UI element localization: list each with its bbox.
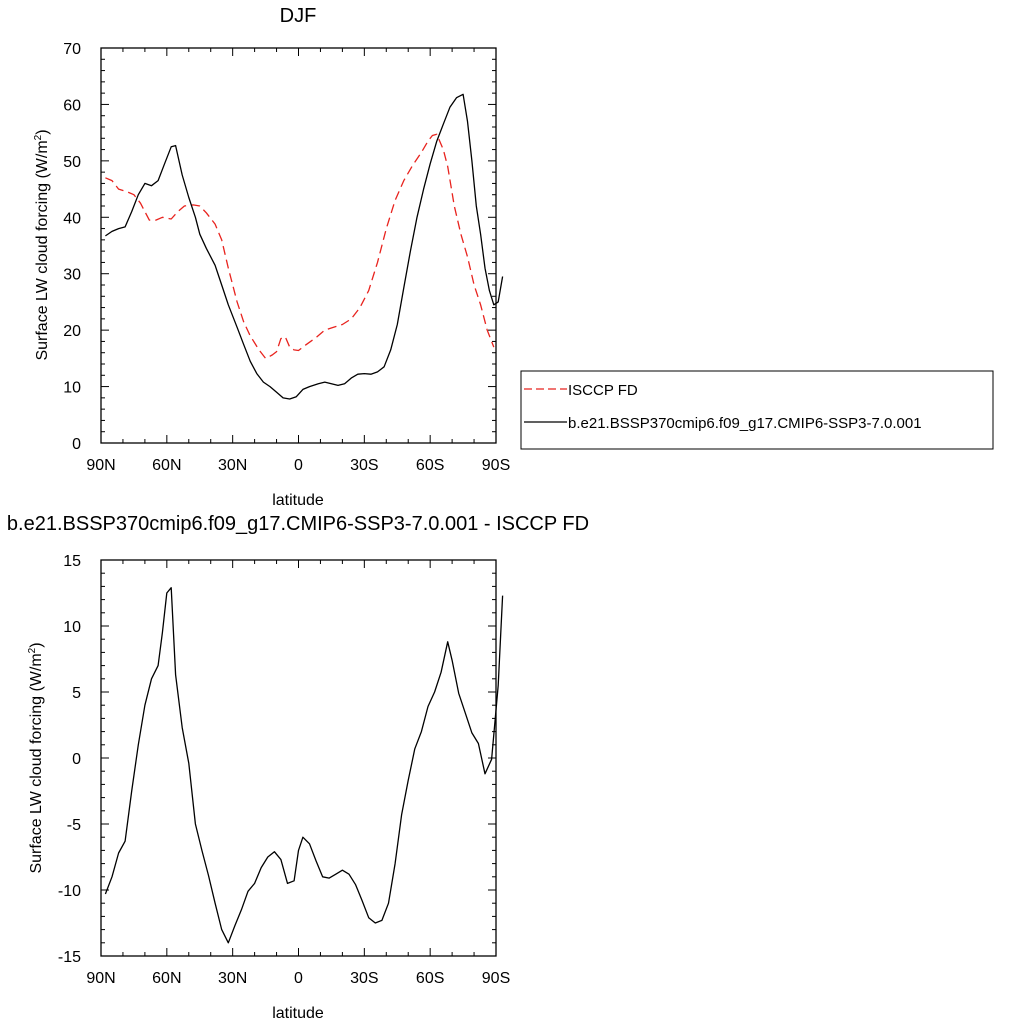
bottom-chart-title: b.e21.BSSP370cmip6.f09_g17.CMIP6-SSP3-7.… xyxy=(7,513,589,535)
bottom-y-tick-label: 15 xyxy=(63,553,81,570)
top-y-tick-label: 40 xyxy=(63,210,81,227)
top-series-line-0 xyxy=(105,133,495,360)
legend-box xyxy=(520,370,994,450)
legend-label-isccp-fd: ISCCP FD xyxy=(568,382,638,399)
bottom-y-tick-label: -10 xyxy=(58,883,81,900)
bottom-y-tick-label: 5 xyxy=(72,685,81,702)
bottom-x-tick-label: 60S xyxy=(416,970,444,987)
bottom-y-axis-label-superscript: 2 xyxy=(27,647,38,653)
top-x-tick-label: 0 xyxy=(294,457,303,474)
bottom-x-tick-label: 30N xyxy=(218,970,247,987)
top-y-tick-label: 30 xyxy=(63,267,81,284)
bottom-y-tick-label: -5 xyxy=(67,817,81,834)
bottom-y-axis-label-close: ) xyxy=(28,642,45,647)
bottom-axis-ticks: 90N 60N 30N 0 30S 60S 90S -15 -10 -5 0 5 10 15 xyxy=(58,553,510,987)
top-series-lines xyxy=(105,93,504,400)
top-y-axis-label: Surface LW cloud forcing (W/m2) xyxy=(33,129,51,360)
top-y-axis-label-close: ) xyxy=(34,129,51,134)
legend-label-model: b.e21.BSSP370cmip6.f09_g17.CMIP6-SSP3-7.… xyxy=(568,415,922,432)
top-y-axis-label-superscript: 2 xyxy=(33,134,44,140)
top-x-tick-label: 30S xyxy=(350,457,378,474)
bottom-y-tick-label: -15 xyxy=(58,949,81,966)
bottom-x-axis-label: latitude xyxy=(272,1005,324,1022)
bottom-series-line-0 xyxy=(104,587,504,944)
top-x-tick-label: 90S xyxy=(482,457,510,474)
bottom-y-tick-label: 10 xyxy=(63,619,81,636)
bottom-x-tick-label: 90S xyxy=(482,970,510,987)
top-chart-title: DJF xyxy=(280,5,317,27)
top-x-axis-label: latitude xyxy=(272,492,324,509)
top-y-tick-label: 70 xyxy=(63,41,81,58)
bottom-y-tick-label: 0 xyxy=(72,751,81,768)
bottom-series-lines xyxy=(104,587,504,944)
top-y-tick-label: 20 xyxy=(63,323,81,340)
top-y-tick-label: 0 xyxy=(72,436,81,453)
top-x-tick-label: 60S xyxy=(416,457,444,474)
bottom-x-tick-label: 90N xyxy=(86,970,115,987)
bottom-panel: b.e21.BSSP370cmip6.f09_g17.CMIP6-SSP3-7.… xyxy=(7,513,589,1022)
top-y-tick-label: 50 xyxy=(63,154,81,171)
top-series-line-1 xyxy=(105,93,504,400)
top-plot-frame xyxy=(100,47,497,444)
bottom-plot-frame xyxy=(100,559,497,957)
top-panel: DJF 90N 60N 30N 0 30S 60S 90S 0 10 20 30 40 50 60 70 l… xyxy=(33,5,510,509)
legend: ISCCP FD b.e21.BSSP370cmip6.f09_g17.CMIP… xyxy=(520,370,994,450)
top-x-tick-label: 90N xyxy=(86,457,115,474)
bottom-x-tick-label: 0 xyxy=(294,970,303,987)
bottom-y-axis-label-main: Surface LW cloud forcing (W/m xyxy=(28,653,45,873)
top-x-tick-label: 30N xyxy=(218,457,247,474)
top-y-tick-label: 10 xyxy=(63,380,81,397)
top-y-tick-label: 60 xyxy=(63,97,81,114)
top-axis-ticks: 90N 60N 30N 0 30S 60S 90S 0 10 20 30 40 50 60 70 xyxy=(63,41,510,474)
top-x-tick-label: 60N xyxy=(152,457,181,474)
bottom-x-tick-label: 30S xyxy=(350,970,378,987)
top-y-axis-label-main: Surface LW cloud forcing (W/m xyxy=(34,140,51,360)
bottom-y-axis-label: Surface LW cloud forcing (W/m2) xyxy=(27,642,45,873)
bottom-x-tick-label: 60N xyxy=(152,970,181,987)
